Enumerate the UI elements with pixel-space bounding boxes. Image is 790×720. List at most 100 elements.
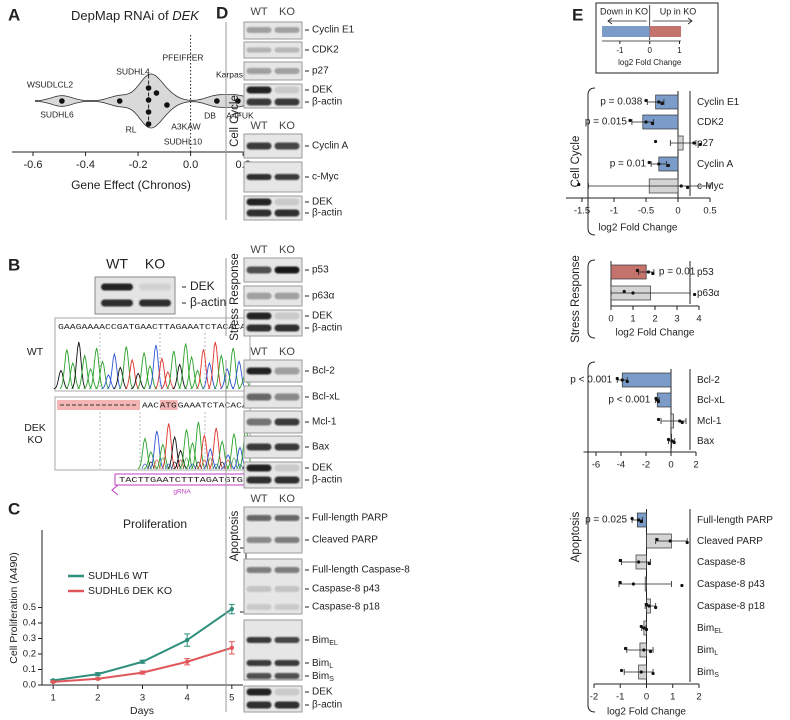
trace-peak: [177, 459, 184, 470]
blot-strip: [243, 410, 303, 434]
blot-band: [246, 476, 272, 484]
section-bracket: [587, 87, 596, 236]
blot-band: [274, 476, 300, 484]
panel-letter: B: [8, 255, 20, 274]
p-value: p = 0.038: [600, 97, 642, 108]
replicate-point: [637, 560, 641, 564]
row-label-text: Cyclin A: [697, 159, 733, 170]
trace-peak: [77, 353, 92, 390]
y-tick-label: 0.4: [23, 618, 36, 629]
band-label-subscript: L: [329, 663, 333, 670]
trace-peak: [183, 457, 190, 470]
legend-label: SUDHL6 DEK KO: [88, 585, 172, 597]
legend-tick-label: 1: [677, 46, 682, 55]
blot-band: [274, 586, 300, 592]
y-axis-label: Cell Proliferation (A490): [8, 552, 20, 663]
trace-peak: [202, 361, 217, 390]
x-tick-label: 2: [95, 693, 100, 704]
legend-arrow: [607, 17, 693, 25]
cell-line-point: [145, 85, 152, 91]
insertion-highlight: [159, 400, 178, 410]
replicate-point: [619, 668, 624, 673]
bar: [621, 372, 672, 388]
blot-band: [274, 198, 300, 206]
trace-peak: [166, 350, 181, 390]
trace-peak: [161, 423, 176, 470]
trace-peak: [219, 367, 235, 390]
blot-band: [246, 673, 272, 679]
blot-band: [274, 312, 300, 320]
replicate-point: [647, 160, 651, 165]
replicate-point: [655, 537, 659, 542]
row-label-text: Bim: [697, 667, 714, 678]
section-label: Apoptosis: [570, 512, 582, 563]
series-point: [140, 659, 145, 664]
band-label: CDK2: [312, 45, 339, 56]
cell-line-point: [164, 102, 170, 108]
section-bracket: [587, 259, 596, 339]
lane-label: WT: [106, 256, 128, 272]
x-tick-label: -2: [642, 460, 650, 471]
trace-peak: [184, 355, 199, 390]
replicate-point: [672, 440, 676, 445]
panel-letter: D: [216, 3, 228, 22]
lane-label: KO: [145, 256, 165, 272]
x-axis-label: Gene Effect (Chronos): [71, 178, 191, 192]
blot-band: [246, 174, 272, 180]
y-tick-label: 0.1: [23, 664, 36, 675]
blot-band: [101, 299, 133, 307]
trace-peak: [226, 432, 242, 470]
replicate-point: [654, 139, 658, 144]
row-label-text: Cyclin E1: [697, 97, 740, 108]
replicate-point: [639, 519, 643, 524]
blot-band: [246, 604, 272, 610]
x-tick-label: 0: [608, 314, 613, 325]
band-label-subscript: S: [329, 676, 334, 683]
lane-label: WT: [250, 6, 267, 18]
blot-band: [274, 86, 300, 94]
blot-band: [246, 443, 272, 451]
blot-strip: [243, 285, 303, 307]
x-axis-label: Days: [130, 705, 154, 717]
title-text: DepMap RNAi of: [71, 8, 172, 23]
band-label: Bax: [312, 442, 329, 453]
x-tick-label: -6: [592, 460, 600, 471]
blot-strip: [243, 506, 303, 554]
blot-band: [246, 142, 272, 150]
sample-label: WT: [27, 346, 44, 358]
trace-peak: [208, 341, 223, 390]
band-label: β-actin: [312, 323, 342, 334]
trace-peak: [141, 463, 149, 470]
blot-strip: [243, 359, 303, 383]
trace-peak: [59, 349, 75, 390]
band-label: β-actin: [312, 700, 342, 711]
trace-peak: [190, 369, 205, 390]
blot-band: [101, 283, 133, 291]
x-tick-label: -1.5: [574, 206, 590, 217]
row-label: Cyclin E1: [697, 97, 740, 108]
band-label: BimL: [312, 658, 333, 671]
trace-peak: [197, 433, 212, 470]
sequence-text: ATG: [160, 402, 177, 410]
legend-tick-label: -1: [616, 46, 624, 55]
blot-band: [246, 27, 272, 33]
y-tick-label: 0.5: [23, 602, 36, 613]
row-label: Caspase-8: [697, 557, 746, 568]
row-label-subscript: EL: [714, 628, 723, 635]
blot-band: [274, 367, 300, 375]
row-label: BimEL: [697, 623, 723, 636]
row-label-text: Full-length PARP: [697, 515, 773, 526]
x-tick-label: 3: [674, 314, 679, 325]
trace-peak: [165, 463, 173, 470]
band-label: p63α: [312, 291, 335, 302]
trace-peak: [53, 369, 68, 390]
replicate-point: [642, 626, 646, 630]
trace-peak: [191, 421, 206, 470]
row-label: BimL: [697, 645, 718, 658]
blot-band: [246, 68, 272, 74]
replicate-point: [668, 539, 672, 543]
legend-down-label: Down in KO: [600, 6, 648, 16]
trace-peak: [231, 360, 247, 390]
band-label: BimS: [312, 671, 334, 684]
